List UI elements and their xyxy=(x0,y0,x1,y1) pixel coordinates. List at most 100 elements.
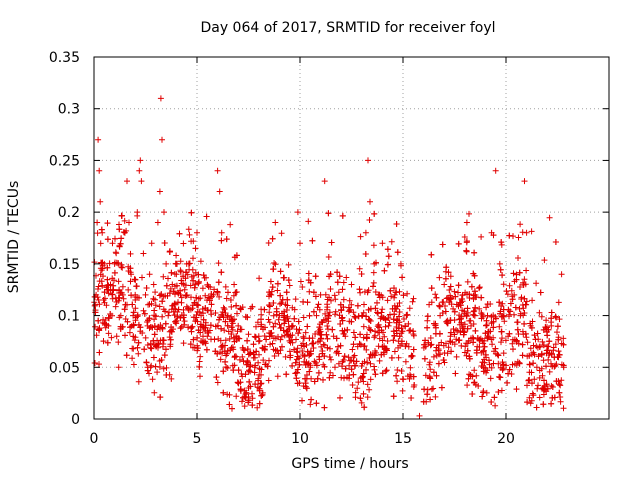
data-point xyxy=(432,291,439,298)
data-point xyxy=(178,280,185,287)
data-point xyxy=(332,364,338,371)
data-point xyxy=(439,241,446,248)
data-point xyxy=(458,313,465,320)
data-point xyxy=(472,327,479,334)
data-point xyxy=(551,394,558,401)
data-point xyxy=(249,395,256,402)
data-point xyxy=(524,399,531,406)
data-point xyxy=(493,315,499,322)
data-point xyxy=(249,402,256,409)
data-point xyxy=(118,235,125,242)
data-point xyxy=(538,350,545,357)
data-point xyxy=(471,367,478,374)
data-point xyxy=(376,291,383,298)
data-point xyxy=(480,368,487,375)
data-point xyxy=(292,296,299,303)
data-point xyxy=(337,394,343,401)
data-point xyxy=(390,328,397,335)
data-point xyxy=(275,350,282,357)
data-point xyxy=(552,239,559,245)
data-point xyxy=(410,346,417,353)
data-point xyxy=(495,389,502,395)
data-point xyxy=(452,370,459,377)
data-point xyxy=(322,291,329,298)
data-point xyxy=(330,333,337,340)
data-point xyxy=(242,371,249,378)
data-point xyxy=(484,312,491,319)
data-point xyxy=(171,271,178,277)
data-point xyxy=(374,323,381,330)
data-point xyxy=(437,312,444,319)
data-point xyxy=(151,323,158,329)
data-point xyxy=(208,301,215,308)
data-point xyxy=(140,250,147,257)
data-point xyxy=(104,282,111,289)
data-point xyxy=(166,334,173,341)
data-point xyxy=(328,239,335,246)
data-point xyxy=(552,362,559,369)
data-point xyxy=(504,379,511,386)
data-point xyxy=(556,389,563,396)
data-point xyxy=(174,313,181,320)
data-point xyxy=(552,341,559,348)
data-point xyxy=(340,279,347,286)
data-point xyxy=(304,299,311,306)
data-point xyxy=(175,306,182,313)
data-point xyxy=(354,302,361,309)
data-point xyxy=(447,296,454,303)
data-point xyxy=(331,292,338,299)
data-point xyxy=(399,328,406,335)
data-point xyxy=(207,322,214,329)
data-point xyxy=(484,367,491,374)
data-point xyxy=(442,308,449,315)
data-point xyxy=(521,320,528,327)
data-point xyxy=(523,267,530,274)
data-point xyxy=(375,310,381,317)
data-point xyxy=(555,299,562,306)
data-point xyxy=(358,399,365,406)
data-point xyxy=(104,220,111,227)
data-point xyxy=(124,318,131,325)
y-tick-label: 0.35 xyxy=(49,50,80,66)
data-point xyxy=(235,322,242,329)
data-point xyxy=(216,293,223,300)
data-point xyxy=(180,240,187,247)
data-point xyxy=(404,311,411,318)
data-point xyxy=(350,341,357,348)
data-point xyxy=(260,326,266,333)
data-point xyxy=(350,309,357,316)
data-point xyxy=(407,364,414,371)
data-point xyxy=(465,375,472,382)
data-point xyxy=(445,269,452,276)
data-point xyxy=(217,314,223,321)
data-point xyxy=(199,339,206,346)
plot-frame xyxy=(93,56,610,420)
data-point xyxy=(258,392,265,399)
data-point xyxy=(358,271,365,277)
data-point xyxy=(272,261,279,268)
data-point xyxy=(228,344,235,351)
data-point xyxy=(344,326,351,333)
data-point xyxy=(325,254,332,260)
data-point xyxy=(146,325,153,332)
data-point xyxy=(228,331,235,337)
data-point xyxy=(224,391,231,398)
data-point xyxy=(189,323,196,330)
data-point xyxy=(410,373,417,380)
data-point xyxy=(165,275,171,282)
data-point xyxy=(458,296,465,303)
data-point xyxy=(496,323,503,330)
data-point xyxy=(339,212,346,219)
data-point xyxy=(383,346,390,353)
data-point xyxy=(543,363,549,370)
data-point xyxy=(459,325,466,332)
y-axis-label: SRMTID / TECUs xyxy=(6,181,22,294)
data-point xyxy=(130,309,137,316)
data-point xyxy=(278,300,285,306)
data-point xyxy=(166,248,173,255)
data-point xyxy=(144,342,151,348)
data-point xyxy=(530,349,537,356)
data-point xyxy=(319,319,326,326)
data-point xyxy=(187,341,194,348)
data-point xyxy=(320,376,326,383)
